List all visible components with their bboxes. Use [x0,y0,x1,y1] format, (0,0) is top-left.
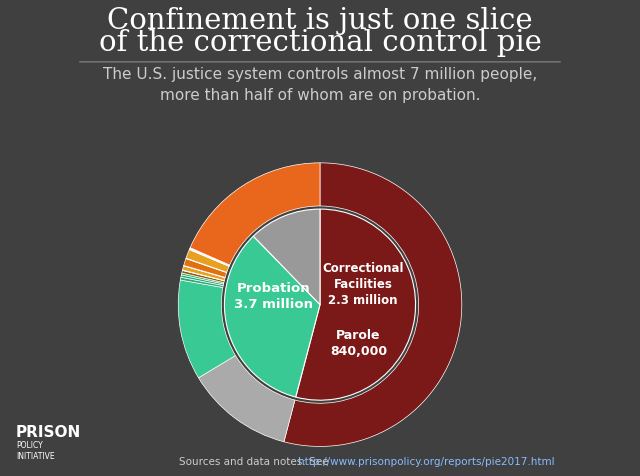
Wedge shape [296,209,415,400]
Wedge shape [181,275,223,286]
Wedge shape [190,248,230,265]
Wedge shape [180,277,223,288]
Text: Sources and data notes: See: Sources and data notes: See [179,457,332,467]
Wedge shape [253,209,320,305]
Text: http://www.prisonpolicy.org/reports/pie2017.html: http://www.prisonpolicy.org/reports/pie2… [298,457,554,467]
Wedge shape [186,249,229,272]
Text: Parole
840,000: Parole 840,000 [330,328,387,357]
Wedge shape [182,270,225,281]
Text: Confinement is just one slice: Confinement is just one slice [107,7,533,35]
Wedge shape [190,163,320,265]
Text: Probation
3.7 million: Probation 3.7 million [234,282,313,311]
Text: POLICY
INITIATIVE: POLICY INITIATIVE [16,441,54,461]
Wedge shape [182,266,225,280]
Text: The U.S. justice system controls almost 7 million people,
more than half of whom: The U.S. justice system controls almost … [103,67,537,103]
Wedge shape [189,249,229,267]
Wedge shape [284,163,462,446]
Text: of the correctional control pie: of the correctional control pie [99,29,541,57]
Wedge shape [186,258,227,273]
Wedge shape [184,258,227,278]
Wedge shape [182,270,224,283]
Wedge shape [190,248,230,266]
Wedge shape [198,356,295,442]
Wedge shape [189,248,229,266]
Text: Correctional
Facilities
2.3 million: Correctional Facilities 2.3 million [323,262,404,307]
Text: PRISON: PRISON [16,425,81,440]
Wedge shape [184,266,225,278]
Wedge shape [181,273,224,284]
Wedge shape [178,280,236,378]
Wedge shape [225,236,320,397]
